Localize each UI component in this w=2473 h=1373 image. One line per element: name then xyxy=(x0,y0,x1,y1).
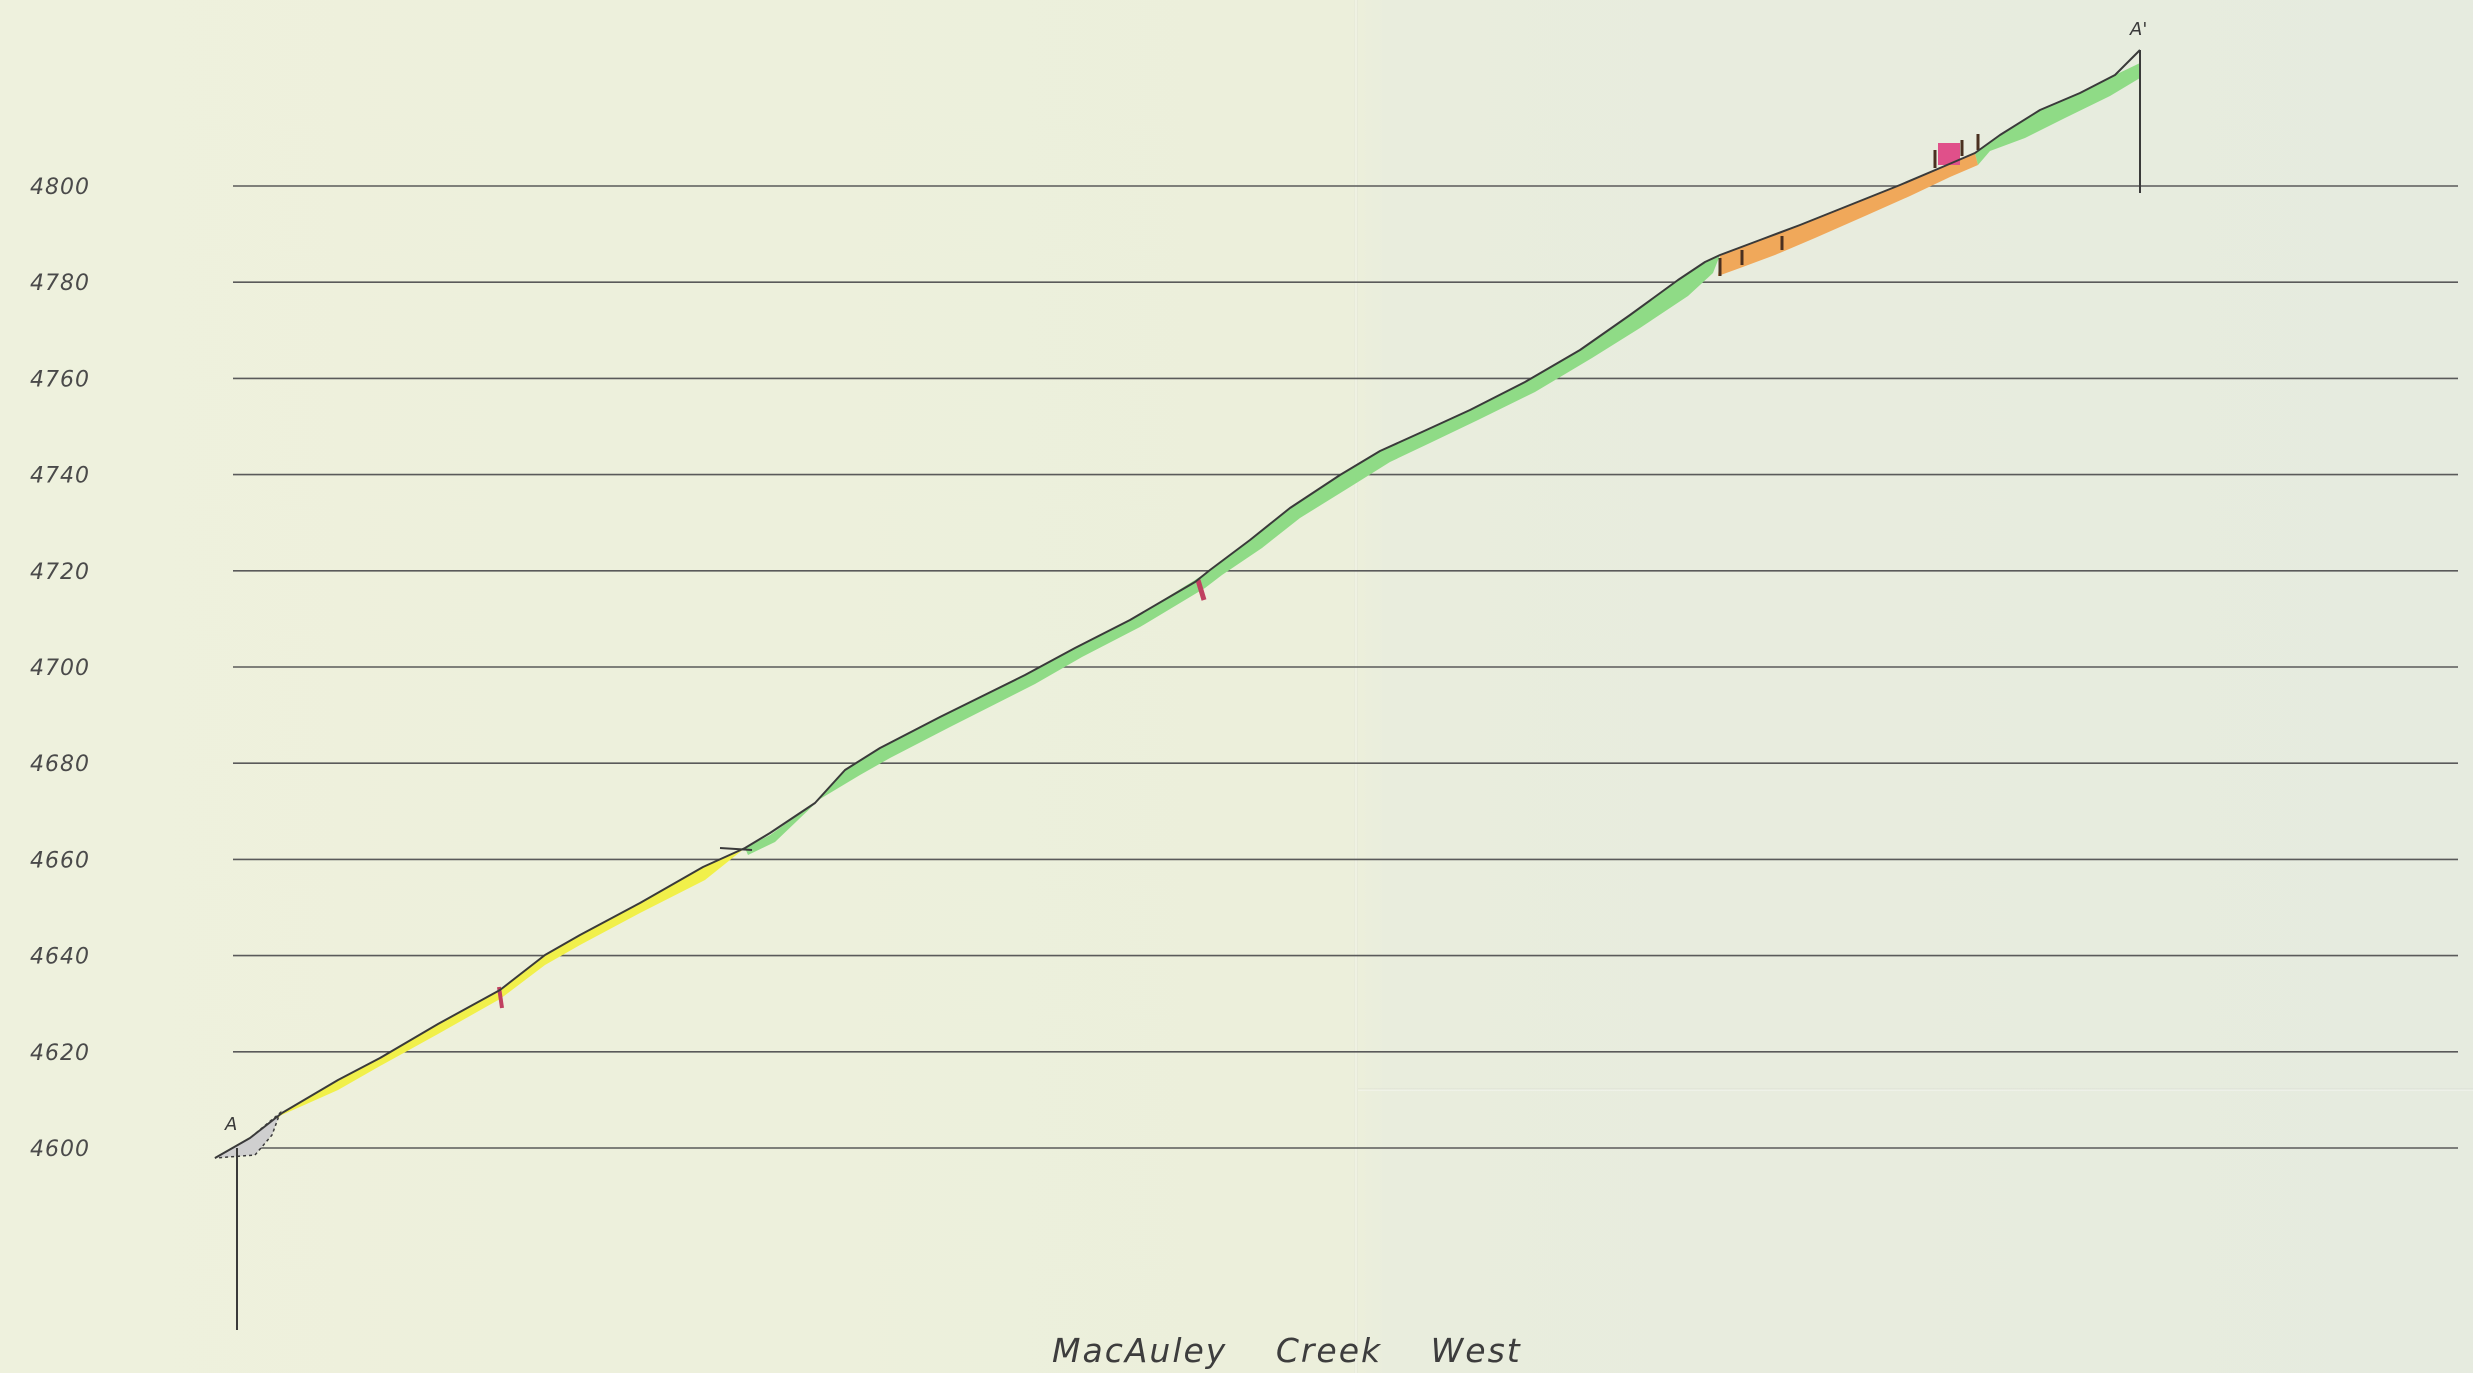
topographic-surface xyxy=(214,49,2141,1159)
label-a-prime: A' xyxy=(2129,19,2147,40)
contact-yellow-green xyxy=(719,847,753,851)
elevation-label-4800: 4800 xyxy=(30,175,90,200)
elevation-label-4660: 4660 xyxy=(30,848,90,873)
elevation-gridlines xyxy=(233,185,2458,1149)
elevation-label-4640: 4640 xyxy=(30,945,90,970)
label-a: A xyxy=(224,1114,237,1135)
elevation-label-4600: 4600 xyxy=(30,1137,90,1162)
dike-pink-2 xyxy=(1195,579,1207,601)
elevation-label-4740: 4740 xyxy=(30,464,90,489)
elevation-labels: 4800 4780 4760 4740 4720 4700 4680 4660 4640 4620… xyxy=(30,175,90,1162)
elevation-label-4680: 4680 xyxy=(30,752,90,777)
unit-green-upper xyxy=(1975,63,2140,165)
elevation-label-4780: 4780 xyxy=(30,271,90,296)
elevation-label-4700: 4700 xyxy=(30,656,90,681)
overburden-wedge xyxy=(214,1110,282,1159)
geologic-units xyxy=(214,63,2140,1159)
unit-green-lower xyxy=(745,255,1720,855)
unit-orange xyxy=(1718,153,1978,276)
elevation-label-4760: 4760 xyxy=(30,367,90,392)
elevation-label-4620: 4620 xyxy=(30,1041,90,1066)
diagram-title: MacAuley Creek West xyxy=(1052,1331,1522,1370)
unit-pink-bed xyxy=(1938,143,1960,165)
unit-yellow xyxy=(252,848,745,1156)
paper-fold-vertical xyxy=(1354,0,1358,1373)
paper-fold-horizontal xyxy=(1358,1088,2473,1091)
elevation-label-4720: 4720 xyxy=(30,560,90,585)
